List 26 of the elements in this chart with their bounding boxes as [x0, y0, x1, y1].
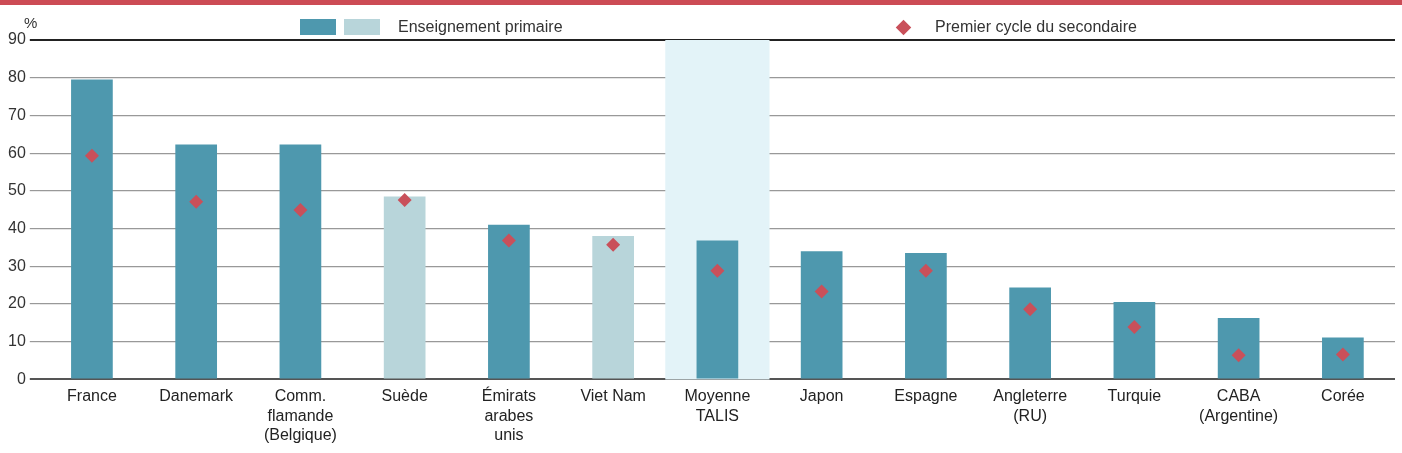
y-tick-label: 30 — [8, 256, 26, 274]
x-tick-label: Émirats arabes unis — [481, 386, 537, 443]
x-tick-label: Comm. flamande (Belgique) — [263, 387, 337, 443]
x-tick-label: Suède — [381, 387, 428, 405]
x-tick-label: Danemark — [159, 387, 235, 405]
y-tick-label: 70 — [8, 105, 26, 123]
x-tick-label: Japon — [799, 387, 844, 405]
x-tick-label: Angleterre (RU) — [993, 387, 1068, 424]
legend-label: Premier cycle du secondaire — [935, 18, 1137, 36]
y-tick-label: 80 — [8, 68, 26, 86]
x-tick-label: Turquie — [1107, 387, 1162, 405]
x-tick-label: Moyenne TALIS — [684, 387, 751, 424]
y-tick-label: 0 — [16, 369, 26, 387]
x-tick-label: Viet Nam — [580, 387, 646, 405]
y-axis-title: % — [24, 14, 38, 31]
x-tick-label: Corée — [1321, 387, 1365, 405]
y-tick-label: 20 — [8, 294, 26, 312]
y-tick-label: 10 — [8, 332, 26, 350]
y-tick-label: 50 — [8, 181, 26, 199]
y-tick-label: 60 — [8, 143, 26, 161]
y-tick-label: 90 — [8, 30, 26, 48]
legend-label: Enseignement primaire — [398, 18, 563, 36]
y-tick-label: 40 — [8, 218, 26, 236]
x-tick-label: France — [67, 387, 117, 405]
x-tick-label: Espagne — [894, 387, 958, 405]
x-tick-label: CABA (Argentine) — [1199, 387, 1279, 424]
